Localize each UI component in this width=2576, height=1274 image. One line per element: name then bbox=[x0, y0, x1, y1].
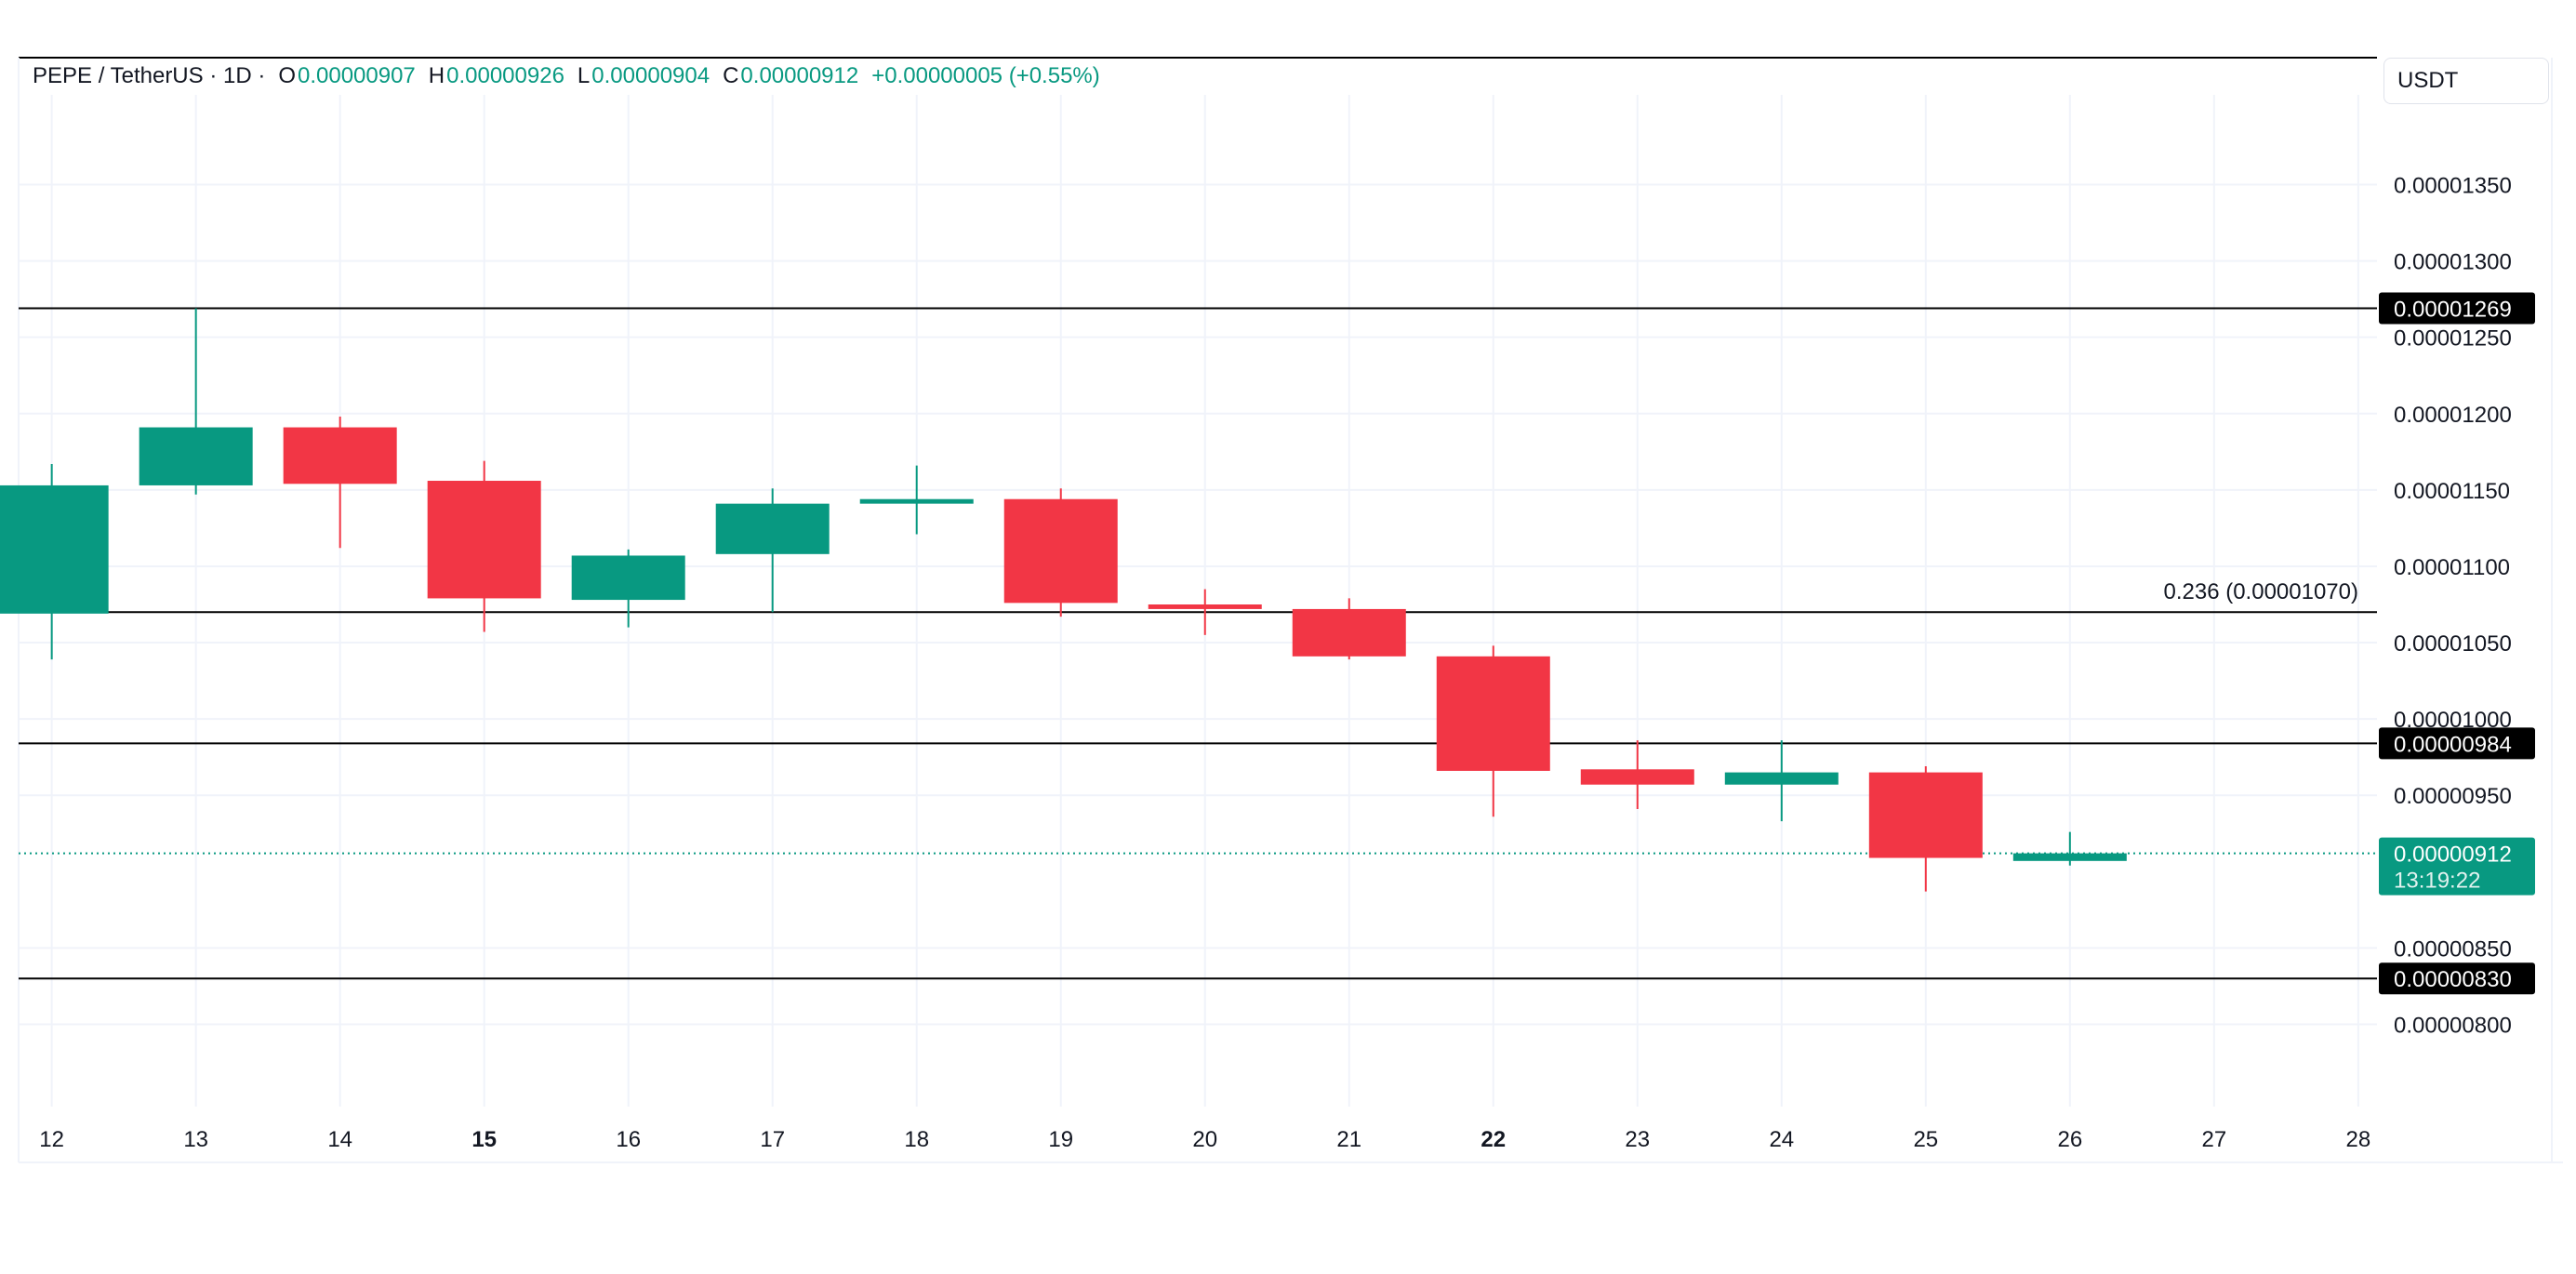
price-badge-label: 0.00000830 bbox=[2394, 967, 2512, 992]
time-tick-label: 16 bbox=[616, 1127, 641, 1152]
price-tick-label: 0.00000800 bbox=[2394, 1013, 2512, 1038]
legend-low-value: 0.00000904 bbox=[591, 63, 710, 88]
last-price-label: 0.00000912 bbox=[2394, 843, 2512, 868]
candle-body bbox=[1868, 772, 1983, 858]
time-tick-label: 25 bbox=[1913, 1127, 1938, 1152]
candle-body bbox=[571, 555, 685, 601]
time-tick-label: 12 bbox=[39, 1127, 64, 1152]
candles bbox=[0, 308, 2127, 892]
time-tick-label: 19 bbox=[1048, 1127, 1073, 1152]
candle-body bbox=[859, 498, 974, 504]
legend-close-label: C bbox=[723, 63, 739, 88]
legend-high-label: H bbox=[428, 63, 445, 88]
time-tick-label: 22 bbox=[1481, 1127, 1506, 1152]
last-price-badge bbox=[2379, 837, 2535, 896]
price-badge bbox=[2379, 292, 2535, 325]
price-tick-label: 0.00001150 bbox=[2394, 479, 2510, 504]
price-badge bbox=[2379, 727, 2535, 760]
time-tick-label: 15 bbox=[471, 1127, 497, 1152]
candle-body bbox=[139, 427, 253, 485]
candle-body bbox=[2012, 853, 2127, 861]
symbol-legend: PEPE / TetherUS · 1D · O0.00000907 H0.0000… bbox=[33, 63, 1100, 89]
legend-low-label: L bbox=[577, 63, 591, 88]
candle-body bbox=[1580, 769, 1694, 785]
candle-body bbox=[715, 503, 830, 554]
price-tick-label: 0.00000850 bbox=[2394, 936, 2512, 962]
time-tick-label: 26 bbox=[2057, 1127, 2082, 1152]
price-axis[interactable]: 0.00001350 0.00001300 0.00001250 0.00001200… bbox=[2394, 174, 2512, 1039]
time-tick-label: 18 bbox=[904, 1127, 929, 1152]
time-axis[interactable]: 12 13 14 15 16 17 18 19 20 21 22 23 24 25 26 27 28 bbox=[39, 1127, 2370, 1152]
grid bbox=[18, 57, 2563, 1163]
horizontal-lines: 0.236 (0.00001070) bbox=[19, 307, 2377, 980]
price-tick-label: 0.00001200 bbox=[2394, 403, 2512, 428]
legend-symbol[interactable]: PEPE / TetherUS · 1D · bbox=[33, 63, 266, 88]
candle-body bbox=[0, 484, 109, 614]
price-badges: 0.00001269 0.00000984 0.00000830 0.00000912… bbox=[2379, 292, 2535, 995]
candle-body bbox=[427, 481, 541, 599]
countdown-label: 13:19:22 bbox=[2394, 869, 2480, 894]
time-tick-label: 27 bbox=[2201, 1127, 2226, 1152]
price-badge bbox=[2379, 962, 2535, 995]
candle-body bbox=[283, 427, 397, 484]
legend-open-label: O bbox=[278, 63, 296, 88]
candle-body bbox=[1724, 772, 1839, 785]
legend-high-value: 0.00000926 bbox=[446, 63, 564, 88]
price-tick-label: 0.00000950 bbox=[2394, 784, 2512, 809]
price-tick-label: 0.00001350 bbox=[2394, 174, 2512, 199]
candle-body bbox=[1148, 604, 1262, 609]
price-tick-label: 0.00001100 bbox=[2394, 555, 2510, 580]
time-tick-label: 28 bbox=[2345, 1127, 2370, 1152]
candle-body bbox=[1003, 498, 1118, 604]
fib-level-label: 0.236 (0.00001070) bbox=[2163, 579, 2358, 604]
price-badge-label: 0.00000984 bbox=[2394, 732, 2512, 757]
price-tick-label: 0.00001250 bbox=[2394, 326, 2512, 352]
legend-open-value: 0.00000907 bbox=[297, 63, 416, 88]
time-tick-label: 23 bbox=[1625, 1127, 1650, 1152]
legend-change: +0.00000005 (+0.55%) bbox=[871, 63, 1100, 88]
price-tick-label: 0.00001050 bbox=[2394, 631, 2512, 657]
candle-body bbox=[1436, 656, 1550, 771]
time-tick-label: 24 bbox=[1769, 1127, 1794, 1152]
candle-body bbox=[1292, 608, 1406, 657]
time-tick-label: 21 bbox=[1336, 1127, 1361, 1152]
legend-close-value: 0.00000912 bbox=[740, 63, 859, 88]
time-tick-label: 14 bbox=[327, 1127, 352, 1152]
time-tick-label: 20 bbox=[1192, 1127, 1217, 1152]
currency-button[interactable]: USDT bbox=[2383, 58, 2549, 104]
time-tick-label: 13 bbox=[183, 1127, 208, 1152]
price-tick-label: 0.00001300 bbox=[2394, 250, 2512, 275]
time-tick-label: 17 bbox=[760, 1127, 785, 1152]
price-badge-label: 0.00001269 bbox=[2394, 297, 2512, 322]
